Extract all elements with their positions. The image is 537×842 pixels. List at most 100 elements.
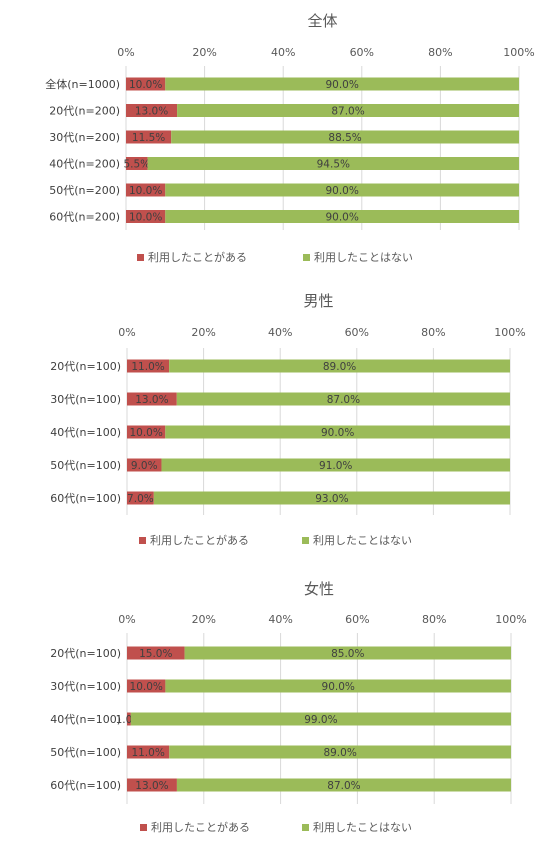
chart-female: 女性 0% 20% 40% 60% 80% 100% 20代(n=100) 15.0% 85.0%… — [50, 580, 526, 834]
bar-used — [126, 157, 148, 170]
data-label: 87.0% — [331, 106, 364, 118]
x-tick-label: 100% — [494, 326, 525, 339]
x-tick-label: 60% — [350, 46, 374, 59]
x-tick-label: 0% — [118, 613, 135, 626]
data-label: 13.0% — [135, 780, 168, 792]
data-label: 88.5% — [328, 132, 361, 144]
category-label: 60代(n=100) — [50, 492, 121, 505]
data-label: 11.5% — [132, 132, 165, 144]
data-label: 15.0% — [139, 648, 172, 660]
bar-not-used — [184, 646, 511, 660]
bar-used — [126, 77, 166, 91]
legend-swatch-used — [137, 254, 144, 261]
data-label: 11.0% — [131, 747, 164, 759]
data-label: 13.0% — [135, 106, 168, 118]
bar-used — [126, 130, 172, 144]
bar-not-used — [130, 712, 511, 726]
category-label: 50代(n=100) — [50, 459, 121, 472]
bar-used — [127, 745, 170, 759]
x-tick-label: 20% — [191, 326, 215, 339]
data-label: 91.0% — [319, 460, 352, 472]
data-label: 94.5% — [317, 159, 350, 171]
bar-not-used — [171, 130, 519, 144]
bar-not-used — [169, 745, 512, 759]
category-label: 全体(n=1000) — [45, 77, 120, 91]
chart-male: 男性 0% 20% 40% 60% 80% 100% 20代(n=100) 11.0% 89.0%… — [50, 292, 525, 547]
legend-label: 利用したことがある — [148, 250, 247, 264]
category-label: 50代(n=100) — [50, 746, 121, 759]
category-label: 30代(n=100) — [50, 393, 121, 406]
category-label: 50代(n=200) — [49, 184, 120, 197]
category-label: 20代(n=100) — [50, 647, 121, 660]
legend-swatch-used — [140, 824, 147, 831]
category-label: 60代(n=200) — [49, 211, 120, 224]
data-label: 90.0% — [325, 212, 358, 224]
data-label: 90.0% — [325, 185, 358, 197]
bar-used — [127, 425, 166, 439]
category-label: 40代(n=100) — [50, 426, 121, 439]
legend-swatch-not-used — [303, 254, 310, 261]
data-label: 9.0% — [131, 460, 158, 472]
x-tick-label: 40% — [271, 46, 295, 59]
bar-used — [126, 104, 178, 117]
data-label: 87.0% — [327, 780, 360, 792]
chart-panel-male: 男性 0% 20% 40% 60% 80% 100% 20代(n=100) 11.0% 89.0%… — [0, 280, 537, 570]
legend-swatch-not-used — [302, 537, 309, 544]
x-tick-label: 20% — [192, 613, 216, 626]
bar-used — [127, 778, 177, 792]
legend-label: 利用したことがある — [151, 820, 250, 834]
bar-not-used — [147, 157, 520, 170]
x-tick-label: 100% — [503, 46, 534, 59]
bar-not-used — [165, 77, 520, 91]
chart-title: 全体 — [307, 12, 337, 30]
legend-label: 利用したことはない — [313, 534, 412, 547]
x-tick-label: 40% — [268, 613, 292, 626]
category-label: 40代(n=200) — [49, 158, 120, 171]
data-label: 90.0% — [322, 681, 355, 693]
bar-not-used — [169, 359, 510, 373]
x-tick-label: 40% — [268, 326, 292, 339]
chart-panel-overall: 全体 0% 20% 40% 60% 80% 100% 全体(n=1000) 10.0% 90.0%… — [0, 0, 537, 280]
bar-not-used — [165, 183, 520, 197]
bar-used — [127, 458, 162, 472]
bar-not-used — [165, 679, 511, 693]
data-label: 10.0% — [129, 212, 162, 224]
x-tick-label: 60% — [345, 326, 369, 339]
x-tick-label: 0% — [118, 326, 135, 339]
x-tick-label: 80% — [428, 46, 452, 59]
data-label: 10.0% — [130, 681, 163, 693]
data-label: 90.0% — [321, 427, 354, 439]
bar-not-used — [177, 104, 519, 117]
x-tick-label: 0% — [117, 46, 134, 59]
x-tick-label: 100% — [495, 613, 526, 626]
data-label: 89.0% — [323, 747, 356, 759]
bar-not-used — [165, 425, 511, 439]
bar-used — [127, 392, 177, 406]
data-label: 5.5% — [123, 159, 150, 171]
bar-used — [127, 679, 166, 693]
category-label: 40代(n=100) — [50, 713, 121, 726]
category-label: 30代(n=200) — [49, 131, 120, 144]
bar-used — [126, 210, 166, 223]
data-label: 7.0% — [127, 493, 154, 505]
x-tick-label: 60% — [345, 613, 369, 626]
data-label: 85.0% — [331, 648, 364, 660]
bar-used — [126, 183, 166, 197]
legend-label: 利用したことはない — [314, 251, 413, 264]
data-label: 87.0% — [327, 394, 360, 406]
data-label: 99.0% — [304, 714, 337, 726]
data-label: 89.0% — [323, 361, 356, 373]
bar-used — [127, 712, 131, 726]
category-label: 30代(n=100) — [50, 680, 121, 693]
data-label: 11.0% — [131, 361, 164, 373]
bar-not-used — [161, 458, 510, 472]
bar-not-used — [153, 491, 510, 505]
chart-panel-female: 女性 0% 20% 40% 60% 80% 100% 20代(n=100) 15.0% 85.0%… — [0, 570, 537, 842]
x-tick-label: 20% — [192, 46, 216, 59]
x-tick-label: 80% — [422, 613, 446, 626]
legend-swatch-used — [139, 537, 146, 544]
data-label: 10.0% — [129, 79, 162, 91]
data-label: 10.0% — [129, 427, 162, 439]
legend-label: 利用したことがある — [150, 533, 249, 547]
category-label: 20代(n=100) — [50, 360, 121, 373]
